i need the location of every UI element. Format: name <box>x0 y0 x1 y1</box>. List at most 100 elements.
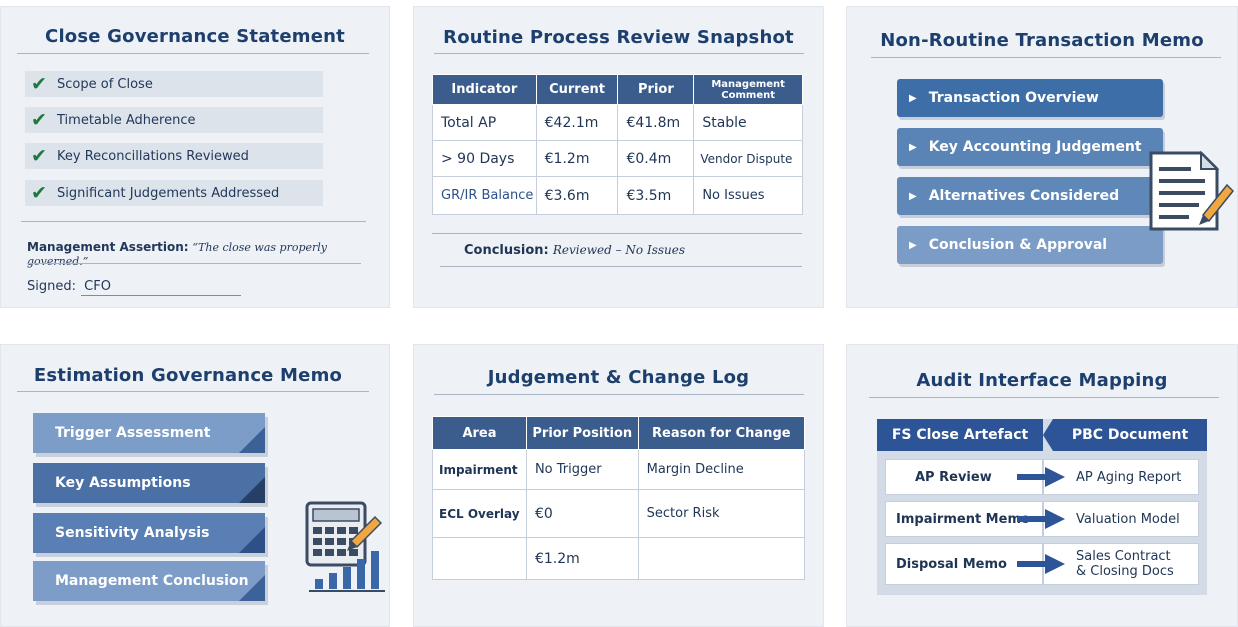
table-cell <box>637 537 806 580</box>
step-sensitivity-analysis[interactable]: Sensitivity Analysis <box>33 513 265 553</box>
panel-title: Routine Process Review Snapshot <box>443 27 794 48</box>
column-header: Indicator <box>432 74 537 105</box>
play-triangle-icon: ▶ <box>909 141 917 153</box>
table-cell: Impairment <box>432 449 527 490</box>
estimation-memo-panel: Estimation Governance Memo Trigger Asses… <box>0 344 390 627</box>
change-log-panel: Judgement & Change Log Area Prior Positi… <box>413 344 824 627</box>
table-cell: ECL Overlay <box>432 489 527 538</box>
right-arrow-icon <box>1017 554 1065 574</box>
signature-line: Signed: CFO <box>27 279 111 294</box>
memo-item-key-judgement[interactable]: ▶ Key Accounting Judgement <box>897 128 1163 166</box>
title-divider <box>871 57 1221 58</box>
column-header: Reason for Change <box>637 416 806 450</box>
table-row: €1.2m <box>432 537 806 580</box>
panel-title: Close Governance Statement <box>45 26 345 47</box>
table-cell: > 90 Days <box>432 140 537 177</box>
step-key-assumptions[interactable]: Key Assumptions <box>33 463 265 503</box>
pbc-document-header: PBC Document <box>1053 419 1207 451</box>
table-cell: €3.5m <box>617 176 695 215</box>
table-cell: GR/IR Balance <box>432 176 537 215</box>
table-header-row: Indicator Current Prior Management Comme… <box>432 74 803 105</box>
table-cell: Sector Risk <box>637 489 806 538</box>
conclusion-value: Reviewed – No Issues <box>552 243 685 257</box>
step-label: Management Conclusion <box>55 573 249 589</box>
conclusion: Conclusion: Reviewed – No Issues <box>464 243 685 258</box>
table-cell: €0.4m <box>617 140 695 177</box>
step-label: Key Assumptions <box>55 475 191 491</box>
table-cell: Total AP <box>432 104 537 141</box>
play-triangle-icon: ▶ <box>909 92 917 104</box>
close-governance-panel: Close Governance Statement ✔ Scope of Cl… <box>0 6 390 308</box>
memo-item-alternatives[interactable]: ▶ Alternatives Considered <box>897 177 1163 215</box>
signature-underline <box>81 295 241 296</box>
panel-title: Judgement & Change Log <box>487 367 750 388</box>
memo-item-conclusion[interactable]: ▶ Conclusion & Approval <box>897 226 1163 264</box>
signed-value: CFO <box>84 279 111 294</box>
panel-title: Estimation Governance Memo <box>33 365 343 386</box>
management-assertion: Management Assertion: “The close was pro… <box>27 240 389 268</box>
memo-item-transaction-overview[interactable]: ▶ Transaction Overview <box>897 79 1163 117</box>
play-triangle-icon: ▶ <box>909 190 917 202</box>
table-row: > 90 Days €1.2m €0.4m Vendor Dispute <box>432 140 803 177</box>
header-chevron <box>1043 419 1053 451</box>
column-header: Management Comment <box>693 74 803 105</box>
checklist-item-label: Significant Judgements Addressed <box>57 185 280 201</box>
document-pencil-icon <box>1149 150 1235 231</box>
memo-item-label: Key Accounting Judgement <box>928 139 1142 155</box>
panel-title: Non-Routine Transaction Memo <box>880 30 1204 51</box>
checkmark-icon: ✔ <box>31 145 47 167</box>
checklist-item-label: Key Reconcillations Reviewed <box>57 148 249 164</box>
step-corner <box>239 527 265 553</box>
table-cell: Vendor Dispute <box>693 140 803 177</box>
document-cell: AP Aging Report <box>1043 459 1199 495</box>
table-cell <box>432 537 527 580</box>
checklist-item: ✔ Significant Judgements Addressed <box>25 180 323 206</box>
checklist-item: ✔ Key Reconcillations Reviewed <box>25 143 323 169</box>
table-cell: €3.6m <box>535 176 619 215</box>
table-row: Total AP €42.1m €41.8m Stable <box>432 104 803 141</box>
memo-item-label: Transaction Overview <box>928 90 1099 106</box>
artefact-cell: Impairment Memo <box>885 501 1043 537</box>
change-log-table: Area Prior Position Reason for Change Im… <box>432 416 806 580</box>
memo-item-label: Conclusion & Approval <box>928 237 1108 253</box>
title-divider <box>434 53 804 54</box>
step-trigger-assessment[interactable]: Trigger Assessment <box>33 413 265 453</box>
play-triangle-icon: ▶ <box>909 239 917 251</box>
right-arrow-icon <box>1017 509 1065 529</box>
conclusion-divider <box>432 233 802 234</box>
memo-item-label: Alternatives Considered <box>928 188 1120 204</box>
panel-title: Audit Interface Mapping <box>916 370 1168 391</box>
checkmark-icon: ✔ <box>31 73 47 95</box>
checkmark-icon: ✔ <box>31 109 47 131</box>
column-header: Area <box>432 416 527 450</box>
column-header: Current <box>535 74 619 105</box>
checkmark-icon: ✔ <box>31 182 47 204</box>
table-cell: Stable <box>693 104 803 141</box>
table-cell: No Issues <box>693 176 803 215</box>
right-arrow-icon <box>1017 467 1065 487</box>
table-row: Impairment No Trigger Margin Decline <box>432 449 806 490</box>
table-cell: €42.1m <box>535 104 619 141</box>
table-cell: Margin Decline <box>637 449 806 490</box>
table-header-row: Area Prior Position Reason for Change <box>432 416 806 450</box>
table-cell: No Trigger <box>525 449 639 490</box>
calculator-chart-icon <box>305 501 385 592</box>
step-label: Sensitivity Analysis <box>55 525 210 541</box>
document-cell: Sales Contract & Closing Docs <box>1043 543 1199 585</box>
title-divider <box>17 53 369 54</box>
column-header: Prior <box>617 74 695 105</box>
checklist-item-label: Scope of Close <box>57 76 153 92</box>
document-cell: Valuation Model <box>1043 501 1199 537</box>
fs-close-artefact-header: FS Close Artefact <box>877 419 1043 451</box>
step-management-conclusion[interactable]: Management Conclusion <box>33 561 265 601</box>
step-label: Trigger Assessment <box>55 425 211 441</box>
checklist-item-label: Timetable Adherence <box>57 112 196 128</box>
assertion-quote: “The close was properly governed.” <box>27 241 327 268</box>
review-table: Indicator Current Prior Management Comme… <box>432 74 803 215</box>
non-routine-panel: Non-Routine Transaction Memo ▶ Transacti… <box>846 6 1238 308</box>
title-divider <box>869 397 1219 398</box>
step-corner <box>239 427 265 453</box>
table-row: GR/IR Balance €3.6m €3.5m No Issues <box>432 176 803 215</box>
checklist-item: ✔ Scope of Close <box>25 71 323 97</box>
title-divider <box>17 391 369 392</box>
